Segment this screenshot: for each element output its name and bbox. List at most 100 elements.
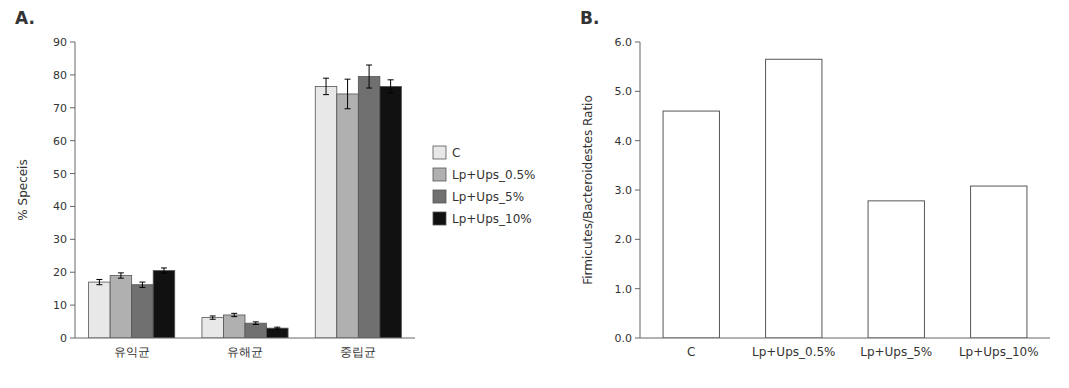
y-tick-label: 60: [53, 135, 67, 148]
legend-swatch: [433, 168, 446, 181]
bar: [202, 318, 224, 338]
error-bar: [161, 268, 167, 273]
error-cap: [366, 88, 372, 89]
error-cap: [161, 273, 167, 274]
y-axis-label: % Speceis: [16, 159, 30, 220]
legend-label: Lp+Ups_10%: [452, 212, 532, 226]
y-tick-label: 3.0: [615, 184, 633, 197]
error-line: [99, 279, 100, 284]
y-tick: [70, 173, 75, 174]
y-tick-label: 1.0: [615, 283, 633, 296]
bar: [153, 271, 175, 338]
error-line: [163, 268, 164, 273]
bar: [132, 285, 154, 338]
bar: [110, 276, 132, 338]
bar: [358, 77, 380, 338]
y-tick-label: 50: [53, 168, 67, 181]
y-tick: [635, 42, 640, 43]
error-bar: [231, 313, 237, 316]
chart-canvas: 0102030405060708090유익균유해균중립균% SpeceisA.C…: [0, 0, 1069, 388]
y-tick-label: 0: [60, 332, 67, 345]
y-tick-label: 0.0: [615, 332, 633, 345]
error-bar: [210, 316, 216, 319]
error-bar: [366, 65, 372, 88]
y-tick: [70, 74, 75, 75]
error-cap: [161, 267, 167, 268]
legend-label: Lp+Ups_0.5%: [452, 168, 536, 182]
legend-label: Lp+Ups_5%: [452, 190, 524, 204]
y-tick: [70, 272, 75, 273]
y-tick: [635, 91, 640, 92]
bar: [663, 111, 719, 338]
error-cap: [323, 94, 329, 95]
error-line: [120, 273, 121, 278]
y-tick-label: 20: [53, 266, 67, 279]
error-cap: [96, 284, 102, 285]
y-tick: [635, 239, 640, 240]
legend-label: C: [452, 146, 460, 160]
error-bar: [388, 80, 394, 93]
x-tick-label: Lp+Ups_5%: [860, 345, 932, 359]
marks: [663, 59, 1027, 338]
error-cap: [118, 278, 124, 279]
error-cap: [210, 319, 216, 320]
bar: [380, 86, 402, 338]
error-bar: [118, 273, 124, 278]
error-line: [369, 65, 370, 88]
bar: [245, 323, 267, 338]
bar: [971, 186, 1027, 338]
x-tick-label: Lp+Ups_10%: [959, 345, 1039, 359]
x-axis: [640, 338, 1050, 339]
y-tick: [635, 140, 640, 141]
x-tick-label: 유해균: [227, 345, 263, 359]
y-tick-label: 90: [53, 36, 67, 49]
y-axis: [75, 42, 76, 338]
y-axis-label: Firmicutes/Bacteroidestes Ratio: [581, 95, 595, 285]
error-bar: [139, 282, 145, 287]
marks: [89, 65, 402, 338]
y-tick: [70, 42, 75, 43]
error-cap: [253, 324, 259, 325]
legend: C Lp+Ups_0.5% Lp+Ups_5% Lp+Ups_10%: [433, 146, 536, 226]
bar: [267, 328, 289, 338]
bar: [89, 282, 111, 338]
legend-swatch: [433, 212, 446, 225]
error-cap: [231, 316, 237, 317]
error-cap: [139, 282, 145, 283]
bar: [868, 201, 924, 338]
error-cap: [231, 313, 237, 314]
x-tick-label: 중립균: [340, 345, 376, 359]
y-axis: [640, 42, 641, 338]
error-cap: [345, 79, 351, 80]
y-tick: [70, 140, 75, 141]
error-cap: [388, 92, 394, 93]
error-bar: [96, 279, 102, 284]
panel: 0.01.02.03.04.05.06.0CLp+Ups_0.5%Lp+Ups_…: [580, 8, 1050, 359]
x-axis: [75, 338, 415, 339]
error-cap: [274, 327, 280, 328]
y-tick-label: 5.0: [615, 85, 633, 98]
y-tick-label: 40: [53, 200, 67, 213]
error-bar: [323, 78, 329, 94]
error-bar: [345, 79, 351, 109]
error-cap: [118, 272, 124, 273]
error-cap: [210, 315, 216, 316]
legend-swatch: [433, 146, 446, 159]
error-line: [142, 282, 143, 287]
error-line: [347, 79, 348, 109]
panel: 0102030405060708090유익균유해균중립균% SpeceisA.C…: [15, 8, 536, 359]
y-tick: [635, 288, 640, 289]
error-cap: [96, 279, 102, 280]
error-cap: [388, 79, 394, 80]
bar: [766, 59, 822, 338]
panel-label: B.: [580, 8, 599, 28]
legend-swatch: [433, 190, 446, 203]
y-tick: [635, 338, 640, 339]
y-tick-label: 30: [53, 233, 67, 246]
y-tick-label: 10: [53, 299, 67, 312]
bar: [337, 94, 359, 338]
y-tick-label: 80: [53, 69, 67, 82]
error-cap: [345, 108, 351, 109]
error-cap: [139, 287, 145, 288]
bar: [315, 86, 337, 338]
